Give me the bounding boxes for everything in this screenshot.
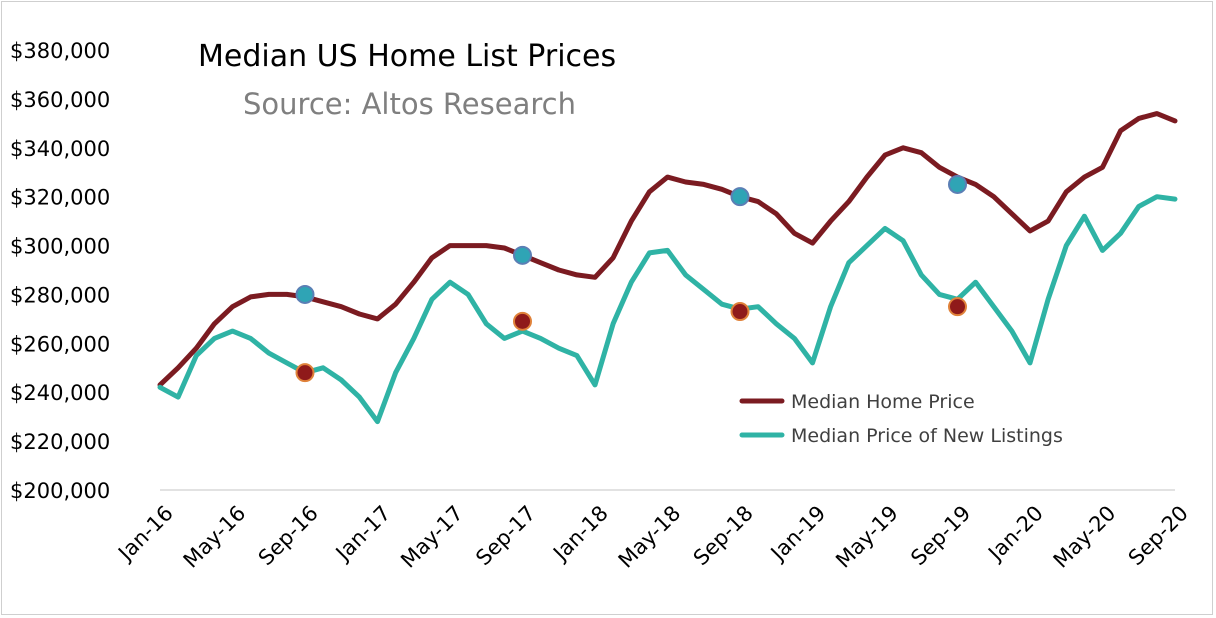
x-tick-label: Sep-18: [689, 501, 758, 570]
x-tick-label: May-19: [831, 501, 903, 573]
x-tick-label: May-17: [396, 501, 468, 573]
marker-median-home-price: [295, 284, 315, 304]
legend-label-new-listings: Median Price of New Listings: [791, 425, 1063, 447]
marker-new-listings: [730, 302, 750, 322]
series-lines: [157, 111, 1178, 425]
y-tick-label: $380,000: [10, 39, 110, 63]
marker-median-home-price: [730, 187, 750, 207]
x-tick-label: Sep-17: [471, 501, 540, 570]
y-tick-label: $280,000: [10, 283, 110, 307]
x-tick-label: Sep-16: [254, 501, 323, 570]
x-tick-label: May-18: [614, 501, 686, 573]
marker-median-home-price: [948, 174, 967, 194]
x-tick-label: Jan-18: [547, 501, 613, 567]
chart-subtitle: Source: Altos Research: [243, 87, 576, 121]
y-axis-ticks: $200,000 $220,000 $240,000 $260,000 $280,000…: [10, 39, 110, 503]
series-line-new-listings: [157, 194, 1178, 425]
x-tick-label: Jan-20: [982, 501, 1048, 567]
marker-new-listings: [513, 311, 532, 331]
y-tick-label: $360,000: [10, 88, 110, 112]
y-tick-label: $320,000: [10, 186, 110, 210]
x-tick-label: Sep-20: [1124, 501, 1193, 570]
y-tick-label: $240,000: [10, 381, 110, 405]
x-tick-label: Jan-17: [330, 501, 396, 567]
x-tick-label: Jan-16: [112, 501, 178, 567]
x-axis-ticks: Jan-16 May-16 Sep-16 Jan-17 May-17 Sep-17 Jan-…: [112, 501, 1193, 573]
y-tick-label: $300,000: [10, 235, 110, 259]
highlight-markers: [295, 174, 967, 383]
marker-median-home-price: [513, 245, 532, 265]
legend-label-median-home-price: Median Home Price: [791, 391, 975, 413]
x-tick-label: May-20: [1049, 501, 1121, 573]
series-line-median-home-price: [157, 111, 1178, 388]
chart-title: Median US Home List Prices: [198, 39, 616, 74]
y-tick-label: $260,000: [10, 332, 110, 356]
x-tick-label: May-16: [179, 501, 251, 573]
marker-new-listings: [295, 363, 315, 383]
marker-new-listings: [948, 297, 967, 317]
x-tick-label: Sep-19: [906, 501, 975, 570]
y-tick-label: $200,000: [10, 479, 110, 503]
legend: Median Home Price Median Price of New Li…: [739, 391, 1063, 447]
x-tick-label: Jan-19: [765, 501, 831, 567]
y-tick-label: $220,000: [10, 430, 110, 454]
y-tick-label: $340,000: [10, 137, 110, 161]
